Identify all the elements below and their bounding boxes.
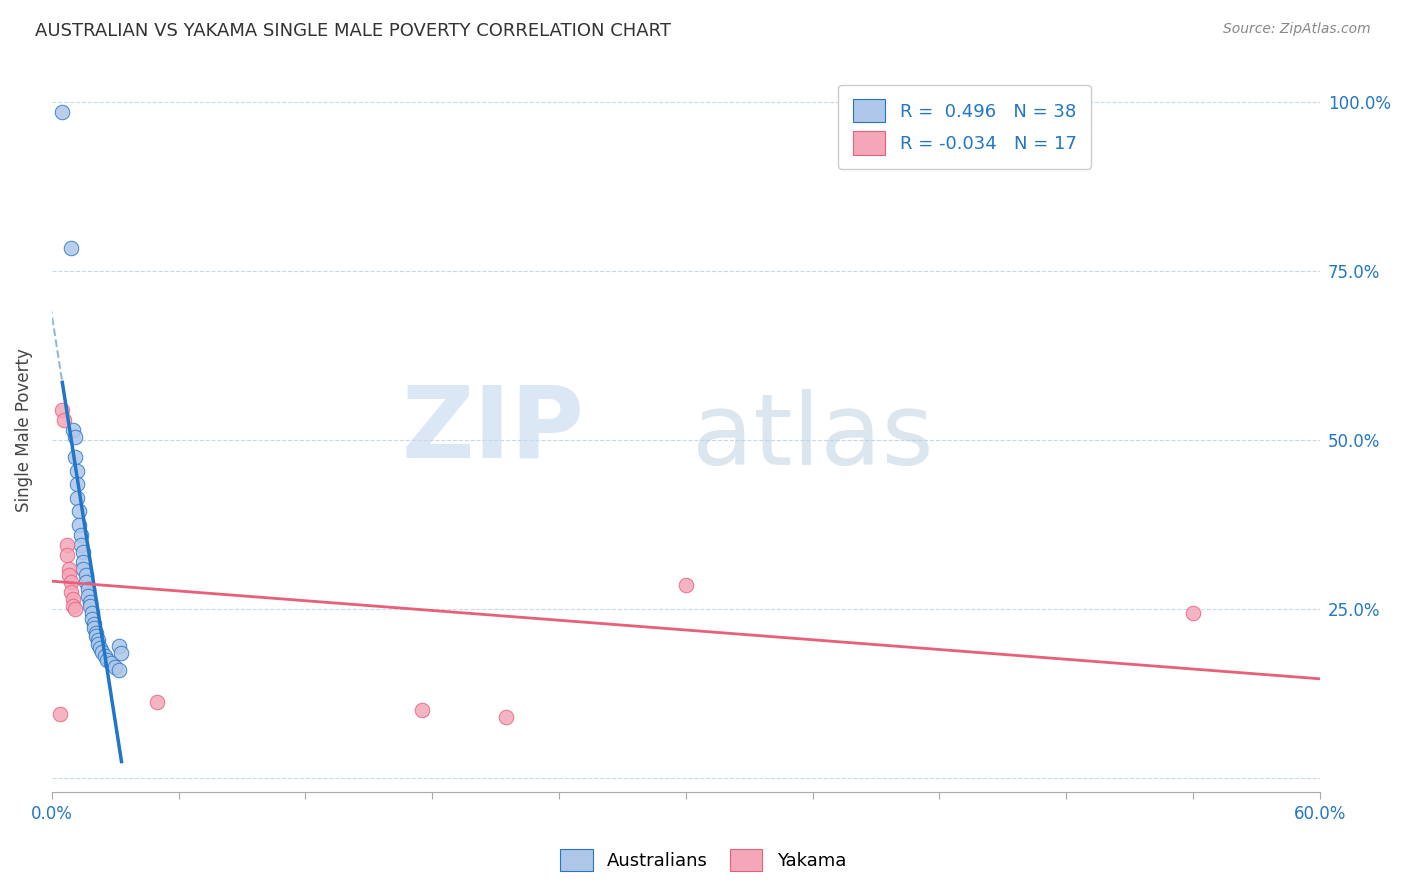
Point <box>108 663 131 677</box>
Point <box>79 595 101 609</box>
Point <box>63 430 86 444</box>
Point <box>62 423 84 437</box>
Point <box>104 659 127 673</box>
Point <box>80 612 103 626</box>
Text: ZIP: ZIP <box>401 382 585 478</box>
Point <box>49 706 72 721</box>
Point <box>55 538 77 552</box>
Point <box>411 704 433 718</box>
Point <box>100 656 122 670</box>
Point <box>72 544 94 558</box>
Point <box>146 695 169 709</box>
Y-axis label: Single Male Poverty: Single Male Poverty <box>15 348 32 512</box>
Point <box>66 464 89 478</box>
Point <box>79 599 101 613</box>
Point <box>62 592 84 607</box>
Point <box>70 538 93 552</box>
Point <box>59 585 82 599</box>
Text: AUSTRALIAN VS YAKAMA SINGLE MALE POVERTY CORRELATION CHART: AUSTRALIAN VS YAKAMA SINGLE MALE POVERTY… <box>35 22 671 40</box>
Point <box>63 450 86 464</box>
Point <box>84 629 107 643</box>
Point <box>55 548 77 562</box>
Point <box>76 589 98 603</box>
Point <box>76 582 98 596</box>
Text: Source: ZipAtlas.com: Source: ZipAtlas.com <box>1223 22 1371 37</box>
Point <box>66 491 89 505</box>
Point <box>58 568 80 582</box>
Point <box>51 105 73 120</box>
Point <box>51 402 73 417</box>
Point <box>89 641 111 656</box>
Point <box>96 653 118 667</box>
Point <box>59 241 82 255</box>
Point <box>66 477 89 491</box>
Point <box>63 602 86 616</box>
Point <box>67 517 90 532</box>
Point <box>67 504 90 518</box>
Legend: Australians, Yakama: Australians, Yakama <box>553 842 853 879</box>
Point <box>75 568 97 582</box>
Point <box>84 625 107 640</box>
Point <box>110 646 132 660</box>
Point <box>87 637 110 651</box>
Point <box>495 710 517 724</box>
Point <box>53 413 76 427</box>
Legend: R =  0.496   N = 38, R = -0.034   N = 17: R = 0.496 N = 38, R = -0.034 N = 17 <box>838 85 1091 169</box>
Point <box>108 640 131 654</box>
Point <box>62 599 84 613</box>
Point <box>59 575 82 590</box>
Point <box>80 606 103 620</box>
Point <box>70 528 93 542</box>
Point <box>91 645 114 659</box>
Point <box>83 617 105 632</box>
Point <box>75 575 97 590</box>
Point <box>72 555 94 569</box>
Point <box>1181 606 1204 620</box>
Point <box>58 561 80 575</box>
Point <box>72 561 94 575</box>
Text: atlas: atlas <box>692 389 934 486</box>
Point <box>83 621 105 635</box>
Point <box>87 632 110 647</box>
Point <box>93 649 115 664</box>
Point <box>675 578 697 592</box>
